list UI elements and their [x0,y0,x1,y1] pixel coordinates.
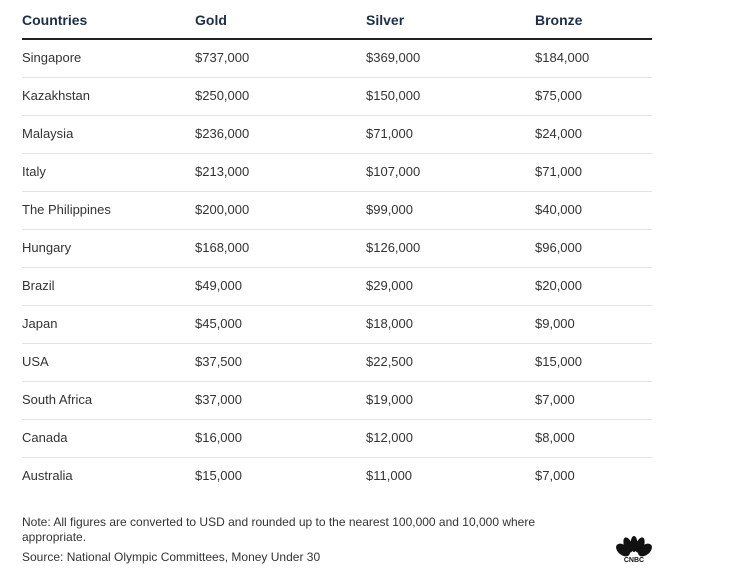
row-rule [22,153,652,154]
value-cell: $168,000 [195,240,250,255]
value-cell: $18,000 [366,316,413,331]
value-cell: $15,000 [195,468,242,483]
row-rule [22,419,652,420]
value-cell: $16,000 [195,430,242,445]
value-cell: $126,000 [366,240,421,255]
country-cell: South Africa [22,392,93,407]
value-cell: $11,000 [366,468,413,483]
row-rule [22,343,652,344]
value-cell: $71,000 [535,164,582,179]
country-cell: The Philippines [22,202,111,217]
row-rule [22,191,652,192]
value-cell: $7,000 [535,468,575,483]
row-rule [22,115,652,116]
logo: CNBC [616,536,652,564]
value-cell: $96,000 [535,240,582,255]
country-cell: Kazakhstan [22,88,90,103]
country-cell: Canada [22,430,68,445]
value-cell: $737,000 [195,50,250,65]
row-rule [22,381,652,382]
value-cell: $99,000 [366,202,413,217]
value-cell: $236,000 [195,126,250,141]
value-cell: $24,000 [535,126,582,141]
value-cell: $12,000 [366,430,413,445]
country-cell: Brazil [22,278,55,293]
value-cell: $184,000 [535,50,590,65]
value-cell: $49,000 [195,278,242,293]
value-cell: $250,000 [195,88,250,103]
country-cell: Japan [22,316,58,331]
row-rule [22,229,652,230]
row-rule [22,305,652,306]
header-cell: Countries [22,12,88,28]
country-cell: USA [22,354,49,369]
value-cell: $107,000 [366,164,421,179]
country-cell: Hungary [22,240,72,255]
header-cell: Gold [195,12,227,28]
logo-text: CNBC [624,557,644,564]
value-cell: $40,000 [535,202,582,217]
value-cell: $369,000 [366,50,421,65]
value-cell: $71,000 [366,126,413,141]
country-cell: Australia [22,468,73,483]
row-rule [22,457,652,458]
value-cell: $213,000 [195,164,250,179]
value-cell: $19,000 [366,392,413,407]
value-cell: $45,000 [195,316,242,331]
value-cell: $15,000 [535,354,582,369]
country-cell: Singapore [22,50,82,65]
value-cell: $150,000 [366,88,421,103]
value-cell: $75,000 [535,88,582,103]
note: Note: All figures are converted to USD a… [22,515,536,544]
value-cell: $22,500 [366,354,413,369]
row-rule [22,77,652,78]
value-cell: $8,000 [535,430,575,445]
value-cell: $9,000 [535,316,575,331]
value-cell: $37,000 [195,392,242,407]
value-cell: $20,000 [535,278,582,293]
header-cell: Silver [366,12,405,28]
header-rule [22,38,652,40]
value-cell: $200,000 [195,202,250,217]
value-cell: $7,000 [535,392,575,407]
source: Source: National Olympic Committees, Mon… [22,550,321,564]
header-cell: Bronze [535,12,583,28]
country-cell: Italy [22,164,46,179]
country-cell: Malaysia [22,126,74,141]
row-rule [22,267,652,268]
value-cell: $29,000 [366,278,413,293]
value-cell: $37,500 [195,354,242,369]
